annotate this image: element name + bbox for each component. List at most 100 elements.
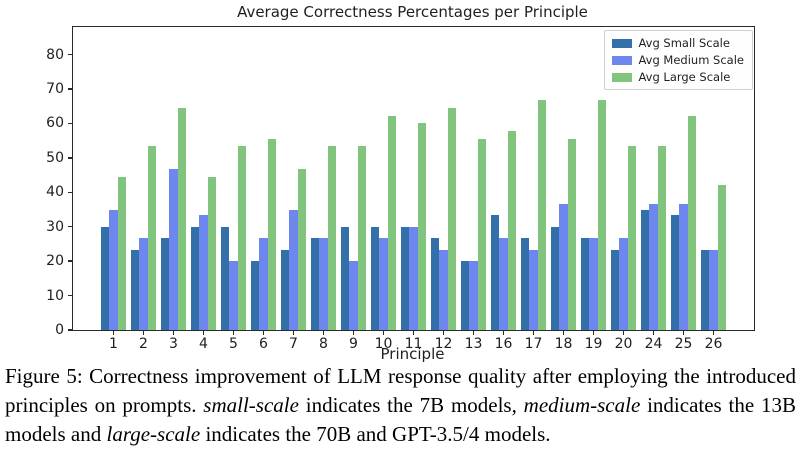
y-tick-label: 60 [46, 115, 64, 132]
bar-avg-small-scale-p2 [130, 249, 140, 330]
bar-avg-large-scale-p9 [357, 146, 367, 330]
y-tick-label: 20 [46, 253, 64, 270]
y-tick-label: 80 [46, 46, 64, 63]
bar-avg-large-scale-p16 [507, 130, 517, 330]
legend-entry-large: Avg Large Scale [612, 70, 744, 84]
bar-avg-small-scale-p16 [490, 215, 500, 330]
x-tick-mark [532, 331, 535, 335]
x-tick-mark [262, 331, 265, 335]
y-tick-mark [68, 191, 72, 193]
y-tick-mark [68, 157, 72, 159]
x-tick-mark [712, 331, 715, 335]
caption-text: indicates the 70B and GPT-3.5/4 models. [200, 422, 551, 446]
x-tick-label: 3 [169, 336, 178, 352]
bar-avg-small-scale-p9 [340, 226, 350, 330]
x-tick-mark [472, 331, 475, 335]
bar-avg-large-scale-p20 [627, 146, 637, 330]
bar-avg-large-scale-p6 [267, 138, 277, 330]
bar-avg-medium-scale-p12 [439, 249, 448, 330]
x-tick-mark [202, 331, 205, 335]
bar-avg-medium-scale-p24 [649, 203, 658, 330]
x-tick-label: 17 [524, 336, 543, 352]
legend-label: Avg Medium Scale [638, 53, 744, 67]
figure-caption: Figure 5: Correctness improvement of LLM… [5, 362, 796, 449]
x-tick-label: 18 [554, 336, 573, 352]
y-tick-mark [68, 88, 72, 90]
y-tick-label: 50 [46, 149, 64, 166]
x-tick-mark [412, 331, 415, 335]
bar-avg-medium-scale-p2 [139, 238, 148, 330]
bar-avg-medium-scale-p25 [679, 203, 688, 330]
bar-avg-small-scale-p7 [280, 249, 290, 330]
bar-avg-medium-scale-p3 [169, 169, 178, 330]
x-tick-label: 4 [199, 336, 208, 352]
bar-avg-small-scale-p18 [550, 226, 560, 330]
x-tick-label: 20 [614, 336, 633, 352]
bar-avg-medium-scale-p18 [559, 203, 568, 330]
caption-text: indicates the 7B models, [298, 393, 524, 417]
bar-avg-small-scale-p5 [220, 226, 230, 330]
y-tick-mark [68, 329, 72, 331]
x-tick-label: 24 [644, 336, 663, 352]
chart-title: Average Correctness Percentages per Prin… [237, 3, 588, 21]
x-tick-mark [502, 331, 505, 335]
x-tick-label: 2 [139, 336, 148, 352]
bar-avg-medium-scale-p26 [709, 249, 718, 330]
bar-avg-large-scale-p26 [717, 184, 727, 330]
x-tick-label: 11 [404, 336, 423, 352]
bar-avg-large-scale-p12 [447, 108, 457, 330]
caption-text: Figure 5: Correctness improvement of LLM… [5, 364, 796, 417]
x-tick-label: 1 [109, 336, 118, 352]
bar-avg-small-scale-p19 [580, 238, 590, 330]
bar-avg-small-scale-p13 [460, 261, 470, 330]
x-tick-mark [292, 331, 295, 335]
bar-avg-small-scale-p6 [250, 261, 260, 330]
x-axis-label: Principle [380, 345, 445, 363]
bar-avg-medium-scale-p10 [379, 238, 388, 330]
bar-avg-medium-scale-p7 [289, 209, 298, 330]
bar-avg-medium-scale-p9 [349, 261, 358, 330]
x-tick-mark [382, 331, 385, 335]
y-tick-mark [68, 294, 72, 297]
y-tick-label: 10 [46, 287, 64, 304]
x-tick-mark [442, 331, 445, 335]
bar-avg-large-scale-p13 [477, 138, 487, 330]
bar-avg-medium-scale-p13 [469, 261, 478, 330]
legend-label: Avg Large Scale [638, 70, 731, 84]
bar-avg-large-scale-p4 [207, 177, 217, 330]
bar-avg-medium-scale-p11 [409, 226, 418, 330]
bar-avg-medium-scale-p17 [529, 249, 538, 330]
legend-entry-small: Avg Small Scale [612, 36, 744, 50]
x-tick-label: 5 [229, 336, 238, 352]
x-tick-mark [142, 331, 145, 335]
x-tick-label: 19 [584, 336, 603, 352]
y-tick-mark [68, 53, 72, 56]
x-tick-label: 16 [494, 336, 513, 352]
bar-avg-small-scale-p11 [400, 226, 410, 330]
x-tick-mark [352, 331, 355, 335]
caption-italic-term: medium-scale [523, 393, 641, 417]
x-tick-mark [232, 331, 235, 335]
x-tick-label: 12 [434, 336, 453, 352]
bar-avg-medium-scale-p19 [589, 238, 598, 330]
legend-entry-medium: Avg Medium Scale [612, 53, 744, 67]
x-tick-mark [622, 331, 625, 335]
bar-avg-small-scale-p8 [310, 238, 320, 330]
x-tick-mark [112, 331, 115, 335]
y-tick-mark [68, 226, 72, 228]
x-tick-mark [172, 331, 175, 335]
x-tick-label: 25 [674, 336, 693, 352]
caption-text: indicates the 13B models and [5, 393, 796, 446]
bar-avg-medium-scale-p4 [199, 215, 208, 330]
x-tick-label: 9 [349, 336, 358, 352]
x-tick-mark [562, 331, 565, 335]
bar-avg-medium-scale-p16 [499, 238, 508, 330]
bar-avg-medium-scale-p6 [259, 238, 268, 330]
y-tick-label: 0 [55, 322, 64, 338]
bar-avg-large-scale-p1 [117, 177, 127, 330]
bar-avg-small-scale-p26 [700, 249, 710, 330]
bar-avg-large-scale-p25 [687, 115, 697, 330]
bar-avg-small-scale-p12 [430, 238, 440, 330]
x-tick-label: 8 [319, 336, 328, 352]
